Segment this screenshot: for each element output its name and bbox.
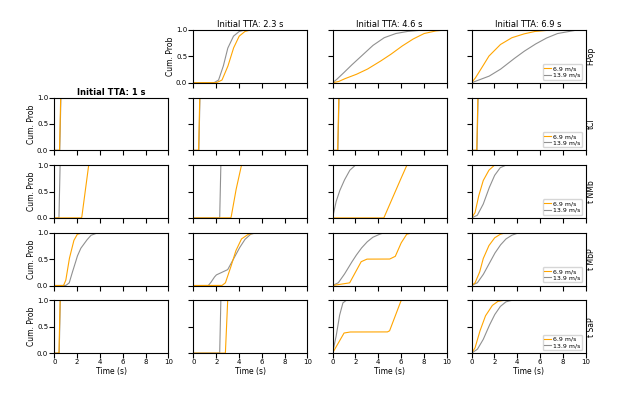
Title: Initial TTA: 2.3 s: Initial TTA: 2.3 s — [217, 20, 284, 29]
Text: FPop: FPop — [587, 47, 596, 65]
Text: t SaP: t SaP — [587, 317, 596, 336]
X-axis label: Time (s): Time (s) — [374, 367, 405, 376]
Title: Initial TTA: 4.6 s: Initial TTA: 4.6 s — [356, 20, 423, 29]
Text: t MbP: t MbP — [587, 248, 596, 270]
X-axis label: Time (s): Time (s) — [96, 367, 127, 376]
X-axis label: Time (s): Time (s) — [235, 367, 266, 376]
Y-axis label: Cum. Prob: Cum. Prob — [26, 307, 35, 346]
Y-axis label: Cum. Prob: Cum. Prob — [166, 37, 175, 76]
Y-axis label: Cum. Prob: Cum. Prob — [26, 104, 35, 144]
Legend: 6.9 m/s, 13.9 m/s: 6.9 m/s, 13.9 m/s — [543, 64, 582, 80]
Legend: 6.9 m/s, 13.9 m/s: 6.9 m/s, 13.9 m/s — [543, 267, 582, 282]
X-axis label: Time (s): Time (s) — [513, 367, 544, 376]
Title: Initial TTA: 6.9 s: Initial TTA: 6.9 s — [495, 20, 562, 29]
Legend: 6.9 m/s, 13.9 m/s: 6.9 m/s, 13.9 m/s — [543, 334, 582, 350]
Title: Initial TTA: 1 s: Initial TTA: 1 s — [77, 88, 146, 97]
Y-axis label: Cum. Prob: Cum. Prob — [26, 172, 35, 211]
Text: t NMb: t NMb — [587, 180, 596, 203]
Legend: 6.9 m/s, 13.9 m/s: 6.9 m/s, 13.9 m/s — [543, 132, 582, 147]
Y-axis label: Cum. Prob: Cum. Prob — [26, 239, 35, 279]
Legend: 6.9 m/s, 13.9 m/s: 6.9 m/s, 13.9 m/s — [543, 200, 582, 215]
Text: tCI: tCI — [587, 119, 596, 129]
